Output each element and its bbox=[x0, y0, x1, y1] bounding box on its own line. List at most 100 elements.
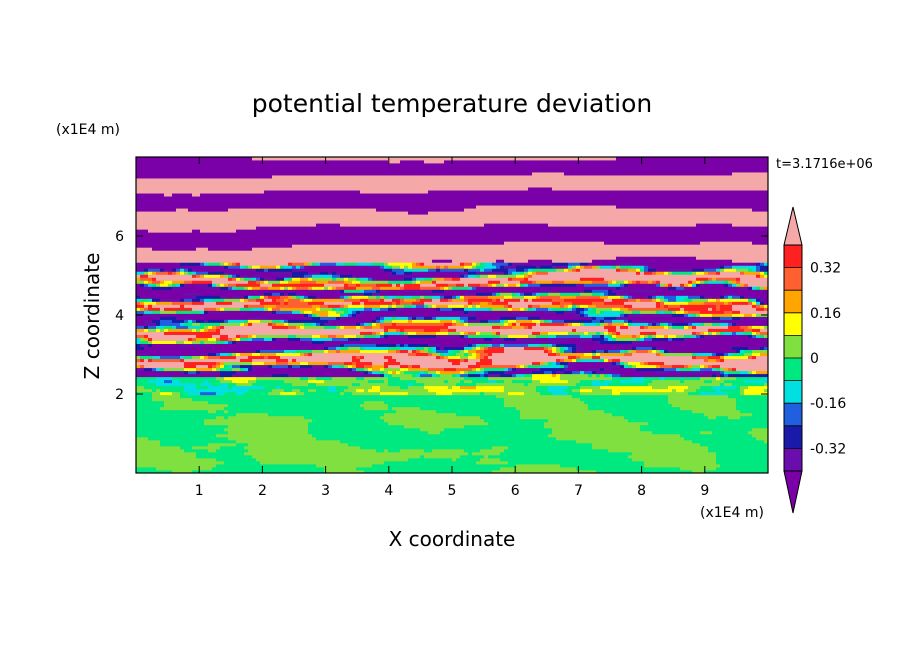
field-cell bbox=[640, 310, 657, 314]
field-cell bbox=[432, 277, 437, 281]
field-cell bbox=[712, 352, 717, 357]
field-cell bbox=[672, 271, 693, 275]
field-cell bbox=[344, 277, 349, 281]
field-cell bbox=[340, 223, 485, 227]
field-cell bbox=[628, 361, 641, 366]
field-cell bbox=[448, 355, 461, 360]
field-cell bbox=[444, 295, 453, 299]
field-cell bbox=[700, 367, 713, 372]
field-cell bbox=[392, 406, 421, 411]
field-cell bbox=[664, 298, 669, 302]
field-cell bbox=[308, 424, 405, 429]
field-cell bbox=[656, 322, 661, 326]
field-cell bbox=[556, 370, 565, 375]
field-cell bbox=[480, 262, 485, 266]
field-cell bbox=[376, 448, 385, 453]
field-cell bbox=[192, 295, 197, 299]
field-cell bbox=[364, 406, 389, 411]
field-cell bbox=[404, 343, 409, 347]
field-cell bbox=[320, 295, 337, 299]
field-cell bbox=[572, 370, 581, 375]
field-cell bbox=[560, 292, 581, 296]
field-cell bbox=[588, 262, 593, 266]
field-cell bbox=[472, 304, 477, 308]
field-cell bbox=[720, 295, 725, 299]
field-cell bbox=[636, 334, 641, 338]
field-cell bbox=[376, 322, 381, 326]
field-cell bbox=[252, 334, 257, 338]
field-cell bbox=[380, 319, 385, 323]
field-cell bbox=[396, 313, 461, 317]
field-cell bbox=[376, 331, 381, 335]
field-cell bbox=[184, 304, 245, 308]
field-cell bbox=[668, 394, 729, 399]
field-cell bbox=[632, 340, 645, 344]
field-cell bbox=[444, 286, 449, 290]
field-cell bbox=[372, 322, 377, 326]
field-cell bbox=[416, 379, 445, 384]
field-cell bbox=[460, 316, 469, 320]
field-cell bbox=[388, 271, 393, 275]
field-cell bbox=[584, 265, 593, 269]
field-cell bbox=[464, 208, 753, 212]
field-cell bbox=[444, 367, 457, 372]
field-cell bbox=[356, 361, 373, 366]
field-cell bbox=[304, 316, 313, 320]
field-cell bbox=[540, 343, 549, 347]
field-cell bbox=[644, 334, 649, 338]
field-cell bbox=[152, 319, 161, 323]
field-cell bbox=[448, 385, 453, 390]
field-cell bbox=[508, 283, 517, 287]
field-cell bbox=[512, 295, 525, 299]
field-cell bbox=[724, 265, 733, 269]
field-cell bbox=[564, 280, 593, 284]
field-cell bbox=[728, 280, 733, 284]
field-cell bbox=[664, 361, 768, 366]
field-cell bbox=[440, 268, 465, 272]
field-cell bbox=[512, 310, 521, 314]
field-cell bbox=[364, 355, 385, 360]
field-cell bbox=[360, 337, 365, 341]
field-cell bbox=[588, 373, 593, 378]
field-cell bbox=[348, 304, 365, 308]
field-cell bbox=[256, 334, 289, 338]
field-cell bbox=[652, 334, 657, 338]
field-cell bbox=[600, 379, 605, 384]
field-cell bbox=[384, 328, 389, 332]
field-cell bbox=[484, 268, 493, 272]
field-cell bbox=[344, 343, 377, 347]
field-cell bbox=[384, 355, 393, 360]
field-cell bbox=[540, 292, 549, 296]
field-cell bbox=[592, 382, 609, 387]
field-cell bbox=[480, 301, 489, 305]
field-cell bbox=[252, 295, 261, 299]
field-cell bbox=[504, 367, 509, 372]
field-cell bbox=[424, 316, 433, 320]
field-cell bbox=[472, 352, 477, 357]
field-cell bbox=[252, 247, 768, 251]
field-cell bbox=[488, 343, 493, 347]
field-cell bbox=[616, 331, 621, 335]
field-cell bbox=[556, 352, 561, 357]
colorbar: 0.320.160-0.16-0.32 bbox=[783, 206, 846, 514]
field-cell bbox=[384, 379, 389, 384]
field-cell bbox=[236, 277, 241, 281]
field-cell bbox=[284, 292, 289, 296]
field-cell bbox=[256, 298, 265, 302]
field-cell bbox=[464, 307, 489, 311]
field-cell bbox=[628, 418, 768, 423]
field-cell bbox=[336, 289, 341, 293]
field-cell bbox=[580, 334, 593, 338]
field-cell bbox=[700, 310, 725, 314]
field-cell bbox=[160, 388, 185, 393]
colorbar-bin bbox=[784, 290, 802, 314]
field-cell bbox=[620, 310, 625, 314]
field-cell bbox=[300, 325, 305, 329]
field-cell bbox=[300, 295, 305, 299]
field-cell bbox=[152, 340, 177, 344]
field-cell bbox=[708, 280, 725, 284]
field-cell bbox=[180, 391, 189, 396]
field-cell bbox=[372, 292, 381, 296]
field-cell bbox=[744, 283, 749, 287]
field-cell bbox=[740, 286, 749, 290]
